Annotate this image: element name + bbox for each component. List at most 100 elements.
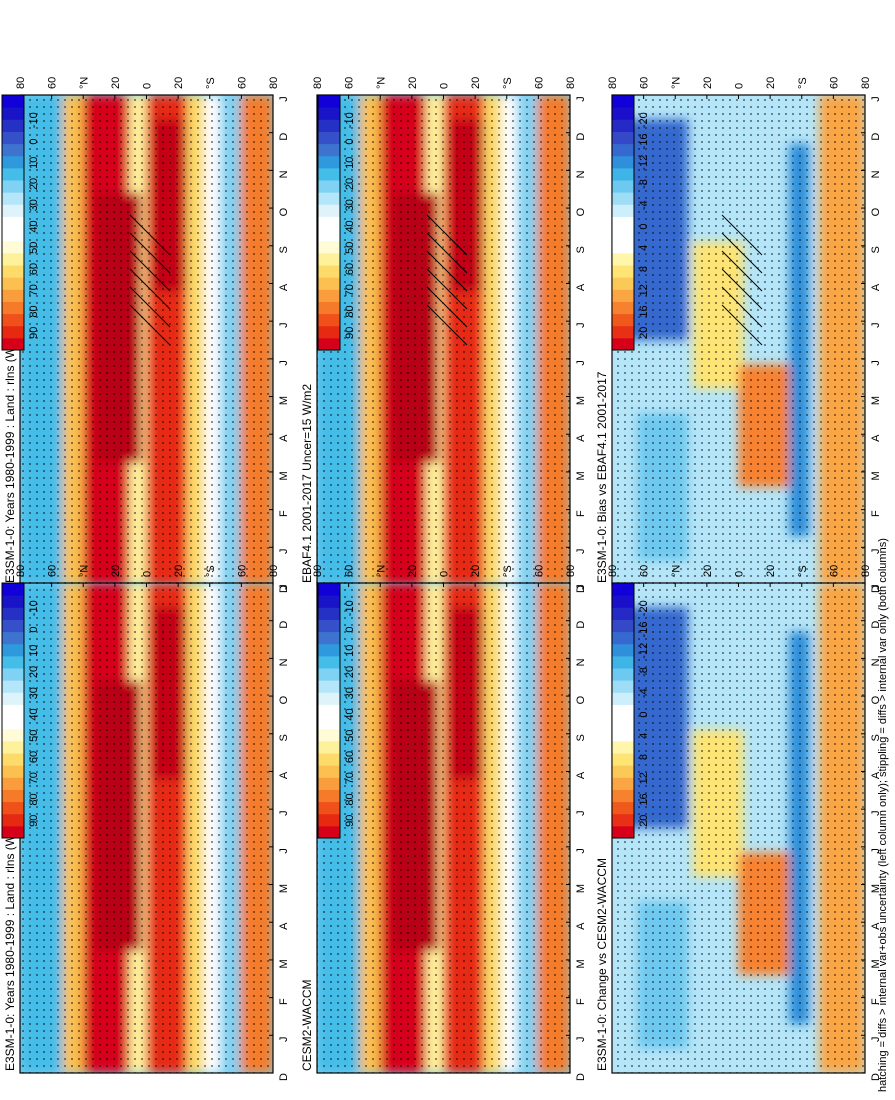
colorbar-tick-label: -12 [638,155,650,171]
colorbar-tick-label: 50 [28,242,40,254]
lat-tick-label: °S [205,565,217,577]
month-tick-label: F [870,998,882,1005]
month-tick-label: M [278,884,290,893]
colorbar-tick-label: 12 [638,772,650,784]
colorbar-tick-label: 80 [28,305,40,317]
colorbar-swatch [612,825,634,839]
colorbar-tick-label: -10 [28,112,40,128]
month-tick-label: D [870,133,882,141]
colorbar-swatch [2,180,24,193]
colorbar-swatch [612,655,634,669]
month-tick-label: M [278,471,290,480]
month-tick-label: J [278,96,290,102]
colorbar-swatch [612,325,634,339]
colorbar-swatch [612,265,634,278]
month-tick-label: N [870,658,882,666]
colorbar-swatch [2,631,24,645]
month-tick-label: O [278,207,290,216]
colorbar-swatch [2,95,24,108]
lat-tick-label: 20 [702,565,714,577]
lat-tick-label: 80 [607,565,619,577]
colorbar-swatch [612,289,634,302]
month-tick-label: J [575,549,587,555]
lat-tick-label: 20 [407,565,419,577]
colorbar-swatch [318,337,340,351]
colorbar-swatch [318,107,340,120]
colorbar-tick-label: 20 [344,178,356,190]
colorbar-swatch [612,813,634,827]
lat-tick-label: 20 [407,77,419,89]
colorbar-swatch [612,728,634,742]
month-tick-label: J [870,584,882,590]
lat-tick-label: 80 [565,77,577,89]
month-tick-label: O [278,695,290,704]
colorbar-tick-label: 70 [344,284,356,296]
colorbar-swatch [318,643,340,657]
month-tick-label: A [278,434,290,442]
month-tick-label: J [278,322,290,328]
lat-tick-label: °N [78,77,90,89]
colorbar-swatch [2,668,24,681]
colorbar-swatch [612,180,634,193]
colorbar-swatch [612,143,634,157]
month-tick-label: A [278,922,290,930]
lat-tick-label: 80 [268,77,280,89]
colorbar-swatch [612,595,634,608]
lat-tick-label: 80 [15,77,27,89]
colorbar-swatch [2,813,24,827]
colorbar-swatch [2,801,24,815]
colorbar-swatch [318,765,340,778]
lat-tick-label: 20 [173,565,185,577]
colorbar-swatch [318,325,340,339]
colorbar-swatch [2,277,24,290]
lat-tick-label: 0 [734,571,746,577]
lat-tick-label: 60 [344,565,356,577]
colorbar-tick-label: 90 [344,327,356,339]
month-tick-label: S [575,246,587,253]
colorbar-tick-label: -20 [638,112,650,128]
colorbar-tick-label: 0 [638,223,650,229]
month-tick-label: J [278,848,290,854]
colorbar-swatch [318,680,340,693]
colorbar-swatch [318,167,340,181]
month-tick-label: J [870,810,882,816]
colorbar-swatch [318,252,340,266]
lat-tick-label: °N [375,565,387,577]
colorbar-swatch [2,301,24,315]
colorbar-swatch [318,277,340,290]
month-tick-label: J [278,584,290,590]
colorbar-swatch [2,240,24,254]
month-tick-label: A [278,283,290,291]
colorbar-tick-label: 60 [344,751,356,763]
month-tick-label: F [278,510,290,517]
colorbar-swatch [318,204,340,217]
lat-tick-label: 60 [236,565,248,577]
colorbar-swatch [2,337,24,351]
colorbar-swatch [612,337,634,351]
colorbar-swatch [2,192,24,205]
colorbar-swatch [318,631,340,645]
lat-tick-label: 80 [860,565,872,577]
colorbar-tick-label: 20 [28,666,40,678]
month-tick-label: O [575,695,587,704]
month-tick-label: M [870,884,882,893]
colorbar-tick-label: 16 [638,305,650,317]
colorbar-tick-label: -8 [638,667,650,677]
lat-tick-label: 80 [312,565,324,577]
colorbar-swatch [2,753,24,766]
month-tick-label: J [575,96,587,102]
colorbar-swatch [2,692,24,705]
colorbar-swatch [2,107,24,120]
month-tick-label: A [575,434,587,442]
hatching [721,214,763,346]
colorbar-swatch [612,607,634,620]
month-tick-label: J [278,549,290,555]
colorbar-swatch [2,619,24,633]
colorbar-swatch [318,668,340,681]
colorbar-tick-label: 20 [344,666,356,678]
colorbar-tick-label: 90 [28,815,40,827]
colorbar-swatch [2,680,24,693]
